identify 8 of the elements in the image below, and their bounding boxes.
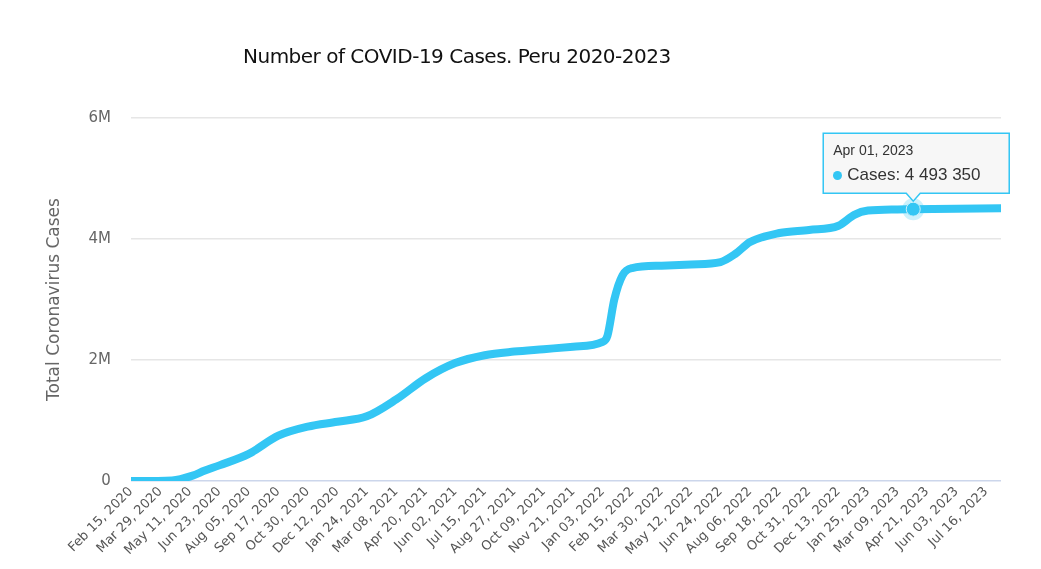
annotation: Apr 01, 2023 (833, 142, 914, 159)
y-tick-label: 6M (88, 107, 111, 126)
y-tick-label: 4M (88, 228, 111, 247)
y-tick-label: 2M (88, 349, 111, 368)
y-axis-title: Total Coronavirus Cases (42, 197, 63, 402)
chart-title: Number of COVID-19 Cases. Peru 2020-2023 (243, 44, 671, 68)
y-tick-label: 0 (101, 471, 111, 489)
annotation: Cases: 4 493 350 (847, 164, 981, 184)
